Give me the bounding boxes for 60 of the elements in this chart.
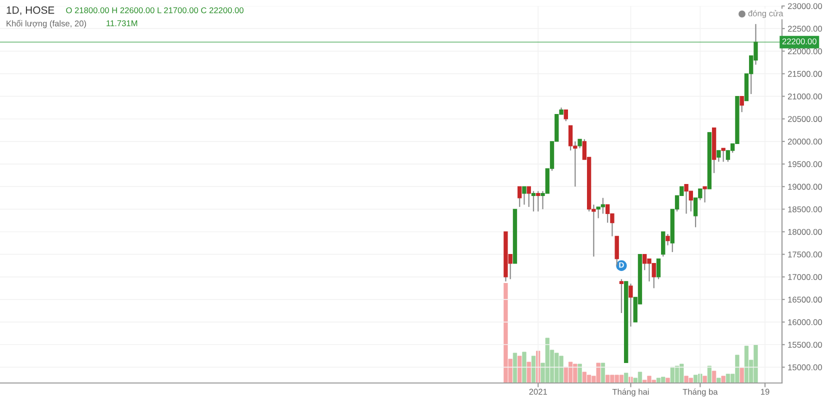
bar	[712, 370, 716, 383]
x-tick-label: Tháng ba	[682, 388, 718, 396]
text: 1D, HOSE	[6, 6, 54, 16]
x-tick-label: 19	[761, 388, 770, 395]
y-tick-label: 21000.00	[788, 94, 822, 100]
y-tick-label: 21500.00	[788, 70, 822, 77]
ref-line-label: 22200.00	[782, 38, 816, 44]
annotation: đóng cửa	[748, 10, 784, 18]
y-tick-label: 18000.00	[788, 228, 822, 235]
bar	[740, 368, 744, 383]
candlestick	[619, 278, 624, 314]
bar	[578, 364, 582, 383]
candlestick	[661, 231, 666, 258]
bar	[526, 362, 531, 383]
candlestick	[578, 138, 582, 149]
y-tick-label: 18500.00	[788, 206, 822, 212]
candlestick	[716, 150, 721, 162]
bar	[666, 378, 670, 383]
candlestick	[526, 186, 531, 208]
bar	[512, 352, 518, 383]
candlestick	[518, 186, 522, 208]
y-tick-label: 17000.00	[788, 274, 822, 280]
y-tick-label: 15000.00	[788, 364, 822, 370]
candlestick	[531, 190, 536, 212]
candlestick	[614, 236, 619, 266]
bar	[522, 352, 526, 383]
candlestick	[628, 283, 633, 328]
y-tick-label: 17500.00	[788, 252, 822, 258]
candlestick	[656, 258, 661, 280]
y-tick-label: 19500.00	[788, 161, 822, 168]
bar	[518, 356, 522, 383]
x-tick-label: 2021	[529, 388, 547, 395]
candlestick	[721, 148, 726, 162]
bar	[721, 376, 726, 383]
candlestick	[702, 186, 707, 203]
candlestick	[740, 96, 744, 113]
bar	[628, 376, 633, 383]
bar	[702, 376, 707, 383]
y-tick-label: 22500.00	[788, 26, 822, 32]
bar	[531, 356, 536, 383]
candlestick	[536, 190, 540, 212]
x-tick-label: Tháng hai	[612, 388, 649, 396]
text: O 21800.00 H 22600.00 L 21700.00 C 22200.00	[66, 7, 244, 14]
candlestick	[666, 233, 670, 246]
y-tick-label: 20000.00	[788, 138, 822, 145]
y-tick-label: 16500.00	[788, 296, 822, 303]
text: Khối lượng (false, 20)	[6, 20, 86, 28]
bar	[624, 372, 628, 383]
bar	[600, 362, 606, 383]
candlestick	[522, 186, 526, 206]
bar	[716, 378, 721, 383]
y-tick-label: 16000.00	[788, 319, 822, 326]
y-tick-label: 23000.00	[788, 3, 822, 10]
text: 11.731M	[106, 20, 138, 26]
y-tick-label: 22000.00	[788, 48, 822, 54]
y-tick-label: 20500.00	[788, 116, 822, 122]
candlestick	[564, 109, 568, 122]
y-tick-label: 15500.00	[788, 342, 822, 348]
y-tick-label: 19000.00	[788, 184, 822, 190]
bar	[707, 366, 712, 383]
